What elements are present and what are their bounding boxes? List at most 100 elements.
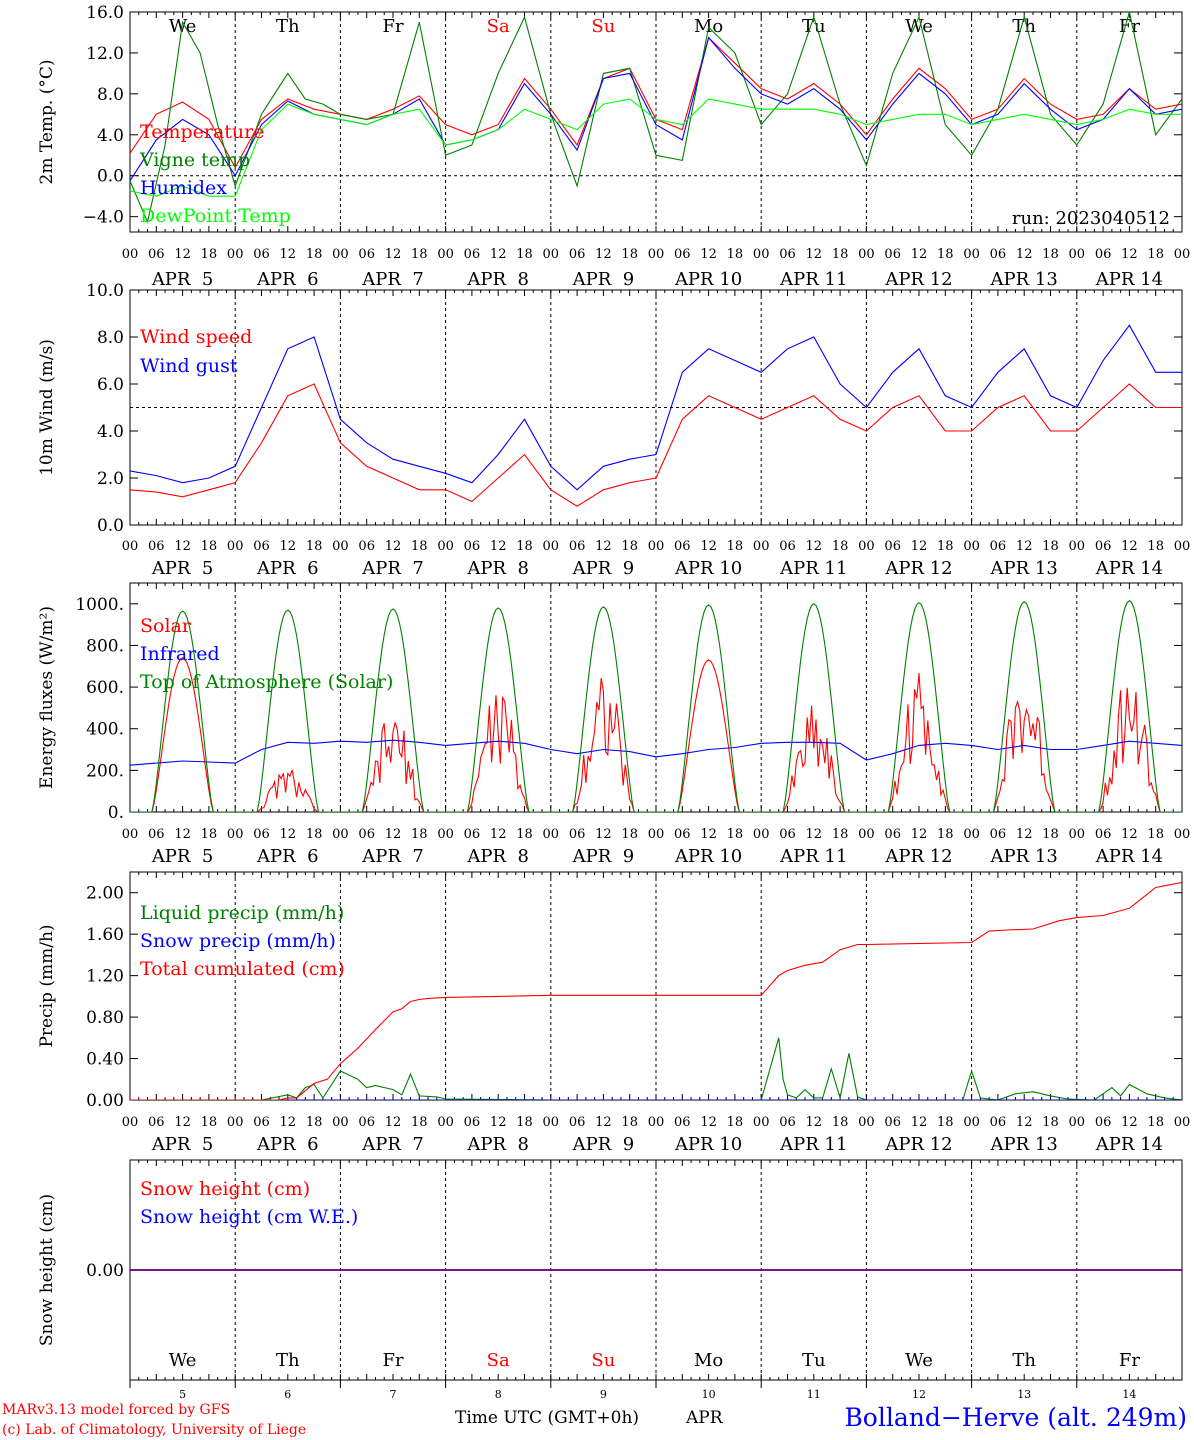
hour-tick-label: 12 [911, 827, 928, 842]
hour-tick-label: 00 [437, 827, 454, 842]
hour-tick-label: 00 [227, 1115, 244, 1130]
y-tick-label: 0.0 [97, 516, 124, 536]
hour-tick-label: 00 [753, 1115, 770, 1130]
weekday-label: Su [591, 16, 615, 37]
hour-tick-label: 18 [727, 1115, 744, 1130]
y-tick-label: 0.80 [86, 1008, 124, 1028]
hour-tick-label: 12 [490, 539, 507, 554]
date-label: APR 13 [990, 1134, 1058, 1155]
hour-tick-label: 18 [516, 539, 533, 554]
hour-tick-label: 06 [990, 827, 1007, 842]
lab-credit: (c) Lab. of Climatology, University of L… [2, 1422, 306, 1438]
hour-tick-label: 00 [1069, 827, 1086, 842]
hour-tick-label: 00 [437, 539, 454, 554]
date-label: APR 6 [256, 1134, 319, 1155]
hour-tick-label: 00 [437, 1115, 454, 1130]
series-line-solar [130, 657, 1182, 812]
station-label: Bolland−Herve (alt. 249m) [844, 1403, 1187, 1432]
hour-tick-label: 06 [253, 539, 270, 554]
y-axis-label: Energy fluxes (W/m²) [37, 606, 57, 789]
hour-tick-label: 06 [569, 247, 586, 262]
hour-tick-label: 06 [674, 247, 691, 262]
hour-tick-label: 06 [358, 1115, 375, 1130]
day-number-label: 7 [390, 1388, 397, 1401]
hour-tick-label: 00 [332, 827, 349, 842]
hour-tick-label: 06 [464, 827, 481, 842]
chart-panel-2: 10.0 8.0 6.0 4.0 2.0 0.0 10m Wind (m/s) 00 06 12 1… [37, 281, 1190, 579]
hour-tick-label: 12 [174, 247, 191, 262]
day-number-label: 9 [600, 1388, 607, 1401]
hour-tick-label: 00 [543, 827, 560, 842]
hour-tick-label: 06 [464, 247, 481, 262]
y-tick-label: 4.0 [97, 126, 124, 146]
hour-tick-label: 18 [937, 247, 954, 262]
hour-tick-label: 06 [990, 1115, 1007, 1130]
hour-tick-label: 18 [1042, 247, 1059, 262]
y-tick-label: 600. [86, 678, 124, 698]
y-tick-label: 16.0 [86, 3, 124, 23]
date-label: APR 8 [466, 1134, 529, 1155]
hour-tick-label: 00 [753, 247, 770, 262]
hour-tick-label: 06 [990, 247, 1007, 262]
hour-tick-label: 12 [700, 247, 717, 262]
y-tick-label: 2.00 [86, 884, 124, 904]
hour-tick-label: 00 [227, 539, 244, 554]
hour-tick-label: 18 [1147, 539, 1164, 554]
date-label: APR 9 [572, 846, 635, 867]
hour-tick-label: 06 [779, 247, 796, 262]
date-label: APR 12 [884, 1134, 952, 1155]
hour-tick-label: 06 [148, 1115, 165, 1130]
hour-tick-label: 00 [858, 539, 875, 554]
hour-tick-label: 12 [806, 247, 823, 262]
hour-tick-label: 00 [122, 539, 139, 554]
hour-tick-label: 18 [1147, 827, 1164, 842]
hour-tick-label: 00 [963, 247, 980, 262]
hour-tick-label: 12 [1016, 247, 1033, 262]
series-line-humidex [130, 36, 1182, 182]
hour-tick-label: 06 [253, 1115, 270, 1130]
hour-tick-label: 00 [753, 539, 770, 554]
hour-tick-label: 00 [227, 827, 244, 842]
date-label: APR 6 [256, 558, 319, 579]
weekday-label: Mo [694, 1350, 723, 1371]
hour-tick-label: 00 [332, 539, 349, 554]
hour-tick-label: 12 [1121, 247, 1138, 262]
hour-tick-label: 18 [1042, 539, 1059, 554]
day-number-label: 14 [1122, 1388, 1136, 1401]
hour-tick-label: 06 [569, 539, 586, 554]
hour-tick-label: 00 [437, 247, 454, 262]
y-tick-label: 800. [86, 636, 124, 656]
hour-tick-label: 00 [753, 827, 770, 842]
hour-tick-label: 00 [543, 539, 560, 554]
hour-tick-label: 12 [595, 539, 612, 554]
date-label: APR 12 [884, 846, 952, 867]
hour-tick-label: 00 [1069, 247, 1086, 262]
hour-tick-label: 00 [122, 1115, 139, 1130]
weekday-label: Tu [802, 1350, 826, 1371]
y-tick-label: 0.00 [86, 1091, 124, 1111]
hour-tick-label: 18 [411, 1115, 428, 1130]
hour-tick-label: 12 [911, 539, 928, 554]
hour-tick-label: 00 [332, 247, 349, 262]
hour-tick-label: 12 [490, 827, 507, 842]
date-label: APR 10 [674, 1134, 742, 1155]
hour-tick-label: 18 [201, 827, 218, 842]
date-label: APR 11 [779, 269, 847, 290]
hour-tick-label: 00 [1174, 1115, 1191, 1130]
weekday-label: Su [591, 1350, 615, 1371]
hour-tick-label: 18 [1042, 1115, 1059, 1130]
hour-tick-label: 12 [280, 1115, 297, 1130]
hour-tick-label: 06 [358, 247, 375, 262]
date-label: APR 9 [572, 269, 635, 290]
hour-tick-label: 06 [569, 827, 586, 842]
hour-tick-label: 06 [779, 827, 796, 842]
hour-tick-label: 18 [201, 247, 218, 262]
series-line-total-cumulated-cm- [130, 881, 1182, 1100]
model-credit: MARv3.13 model forced by GFS [2, 1402, 230, 1418]
legend-entry: Vigne temp [139, 149, 250, 171]
date-label: APR 7 [361, 1134, 424, 1155]
time-axis-label: Time UTC (GMT+0h) [455, 1408, 639, 1428]
hour-tick-label: 00 [858, 1115, 875, 1130]
hour-tick-label: 18 [306, 539, 323, 554]
legend-entry: Liquid precip (mm/h) [140, 902, 344, 924]
